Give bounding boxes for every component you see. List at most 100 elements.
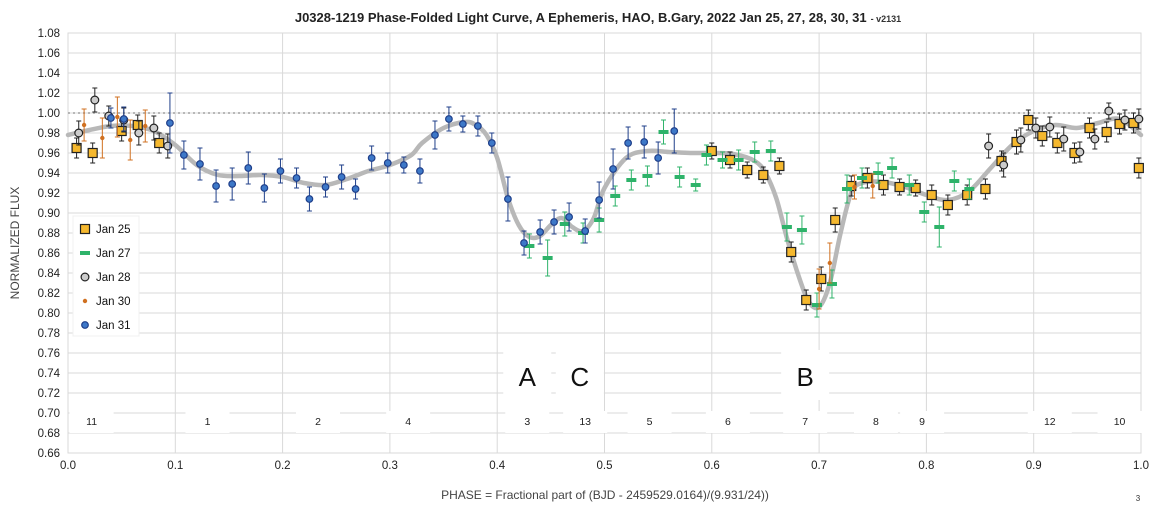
gridlines bbox=[67, 32, 1142, 454]
chart-version: - v2131 bbox=[871, 14, 902, 24]
y-tick-label: 0.96 bbox=[38, 148, 60, 160]
legend-label: Jan 25 bbox=[96, 224, 131, 236]
segment-label-bg bbox=[563, 411, 608, 433]
x-tick-label: 0.7 bbox=[811, 460, 827, 472]
data-point bbox=[594, 218, 605, 222]
plot-area bbox=[67, 32, 1142, 454]
region-letter-bg bbox=[781, 350, 830, 400]
segment-label-bg bbox=[505, 411, 550, 433]
data-point bbox=[305, 195, 314, 203]
data-point bbox=[536, 228, 545, 236]
legend-marker bbox=[80, 251, 90, 255]
data-point bbox=[919, 210, 930, 214]
segment-label: 1 bbox=[205, 416, 211, 428]
data-point bbox=[524, 244, 535, 248]
segment-label: 8 bbox=[873, 416, 879, 428]
data-point bbox=[458, 120, 467, 128]
data-point bbox=[71, 142, 82, 154]
data-point bbox=[857, 176, 868, 180]
data-point bbox=[717, 158, 728, 162]
x-tick-label: 0.3 bbox=[382, 460, 398, 472]
legend-marker bbox=[81, 321, 89, 329]
data-point bbox=[321, 183, 330, 191]
y-tick-label: 0.70 bbox=[38, 408, 60, 420]
data-point bbox=[774, 160, 785, 172]
data-point bbox=[87, 147, 98, 159]
segment-label-bg bbox=[185, 411, 230, 433]
data-point bbox=[1031, 123, 1041, 133]
region-letter: C bbox=[570, 362, 589, 392]
data-point bbox=[228, 180, 237, 188]
data-point bbox=[1037, 130, 1048, 142]
data-point bbox=[841, 187, 852, 191]
segment-label-bg bbox=[853, 411, 898, 433]
segment-label: 2 bbox=[315, 416, 321, 428]
y-tick-label: 1.02 bbox=[38, 88, 60, 100]
data-point bbox=[431, 131, 439, 139]
y-tick-label: 1.04 bbox=[38, 68, 61, 80]
data-point bbox=[143, 123, 148, 129]
data-point bbox=[163, 141, 173, 151]
data-point bbox=[873, 171, 884, 175]
x-tick-label: 0.6 bbox=[704, 460, 720, 472]
data-point bbox=[115, 114, 120, 120]
data-point bbox=[742, 164, 753, 176]
data-point bbox=[166, 119, 174, 127]
data-point bbox=[658, 130, 669, 134]
legend-marker bbox=[79, 223, 91, 235]
x-tick-labels: 0.0 0.1 0.2 0.3 0.4 0.5 0.6 0.7 0.8 0.9 1.0 bbox=[60, 460, 1149, 472]
data-point bbox=[351, 185, 360, 193]
segment-label: 6 bbox=[725, 416, 731, 428]
data-point bbox=[581, 227, 590, 235]
data-point bbox=[701, 153, 712, 157]
data-point bbox=[244, 164, 253, 172]
data-point bbox=[1120, 115, 1130, 125]
region-letter: A bbox=[519, 362, 537, 392]
data-point bbox=[128, 137, 133, 143]
segment-label-bg bbox=[296, 411, 341, 433]
y-tick-label: 0.78 bbox=[38, 328, 60, 340]
segment-label-bg bbox=[69, 411, 114, 433]
data-point bbox=[260, 184, 269, 192]
x-tick-label: 0.8 bbox=[918, 460, 934, 472]
data-point bbox=[107, 114, 115, 122]
data-point bbox=[609, 165, 617, 173]
data-point bbox=[1101, 126, 1112, 138]
data-point bbox=[132, 119, 143, 131]
data-point bbox=[942, 199, 953, 211]
data-point bbox=[878, 179, 889, 191]
data-point bbox=[559, 222, 570, 226]
data-point bbox=[1134, 114, 1144, 124]
data-point bbox=[894, 181, 905, 193]
data-point bbox=[690, 183, 701, 187]
chart-title-main: J0328-1219 Phase-Folded Light Curve, A E… bbox=[295, 10, 867, 25]
data-point bbox=[1090, 134, 1100, 144]
segment-label: 13 bbox=[579, 416, 591, 428]
data-point bbox=[149, 123, 159, 133]
segment-label: 3 bbox=[524, 416, 530, 428]
data-point bbox=[870, 183, 875, 189]
data-point bbox=[626, 178, 637, 182]
y-tick-label: 0.72 bbox=[38, 388, 60, 400]
segment-label-bg bbox=[705, 411, 750, 433]
data-point bbox=[670, 127, 679, 135]
data-point bbox=[816, 286, 822, 292]
data-point bbox=[610, 194, 621, 198]
data-point bbox=[292, 174, 301, 182]
legend-marker bbox=[80, 272, 90, 282]
region-letter-bg bbox=[555, 350, 604, 400]
y-tick-label: 0.68 bbox=[38, 428, 60, 440]
x-tick-label: 0.0 bbox=[60, 460, 76, 472]
data-point bbox=[81, 122, 87, 128]
data-point bbox=[1075, 147, 1085, 157]
data-point bbox=[276, 167, 285, 175]
y-tick-label: 0.98 bbox=[38, 128, 60, 140]
data-point bbox=[504, 195, 512, 203]
data-point bbox=[674, 175, 685, 179]
y-tick-label: 0.88 bbox=[38, 228, 60, 240]
data-point bbox=[934, 225, 945, 229]
y-tick-label: 0.74 bbox=[38, 368, 61, 380]
data-point bbox=[179, 151, 188, 159]
segment-label-bg bbox=[783, 411, 828, 433]
